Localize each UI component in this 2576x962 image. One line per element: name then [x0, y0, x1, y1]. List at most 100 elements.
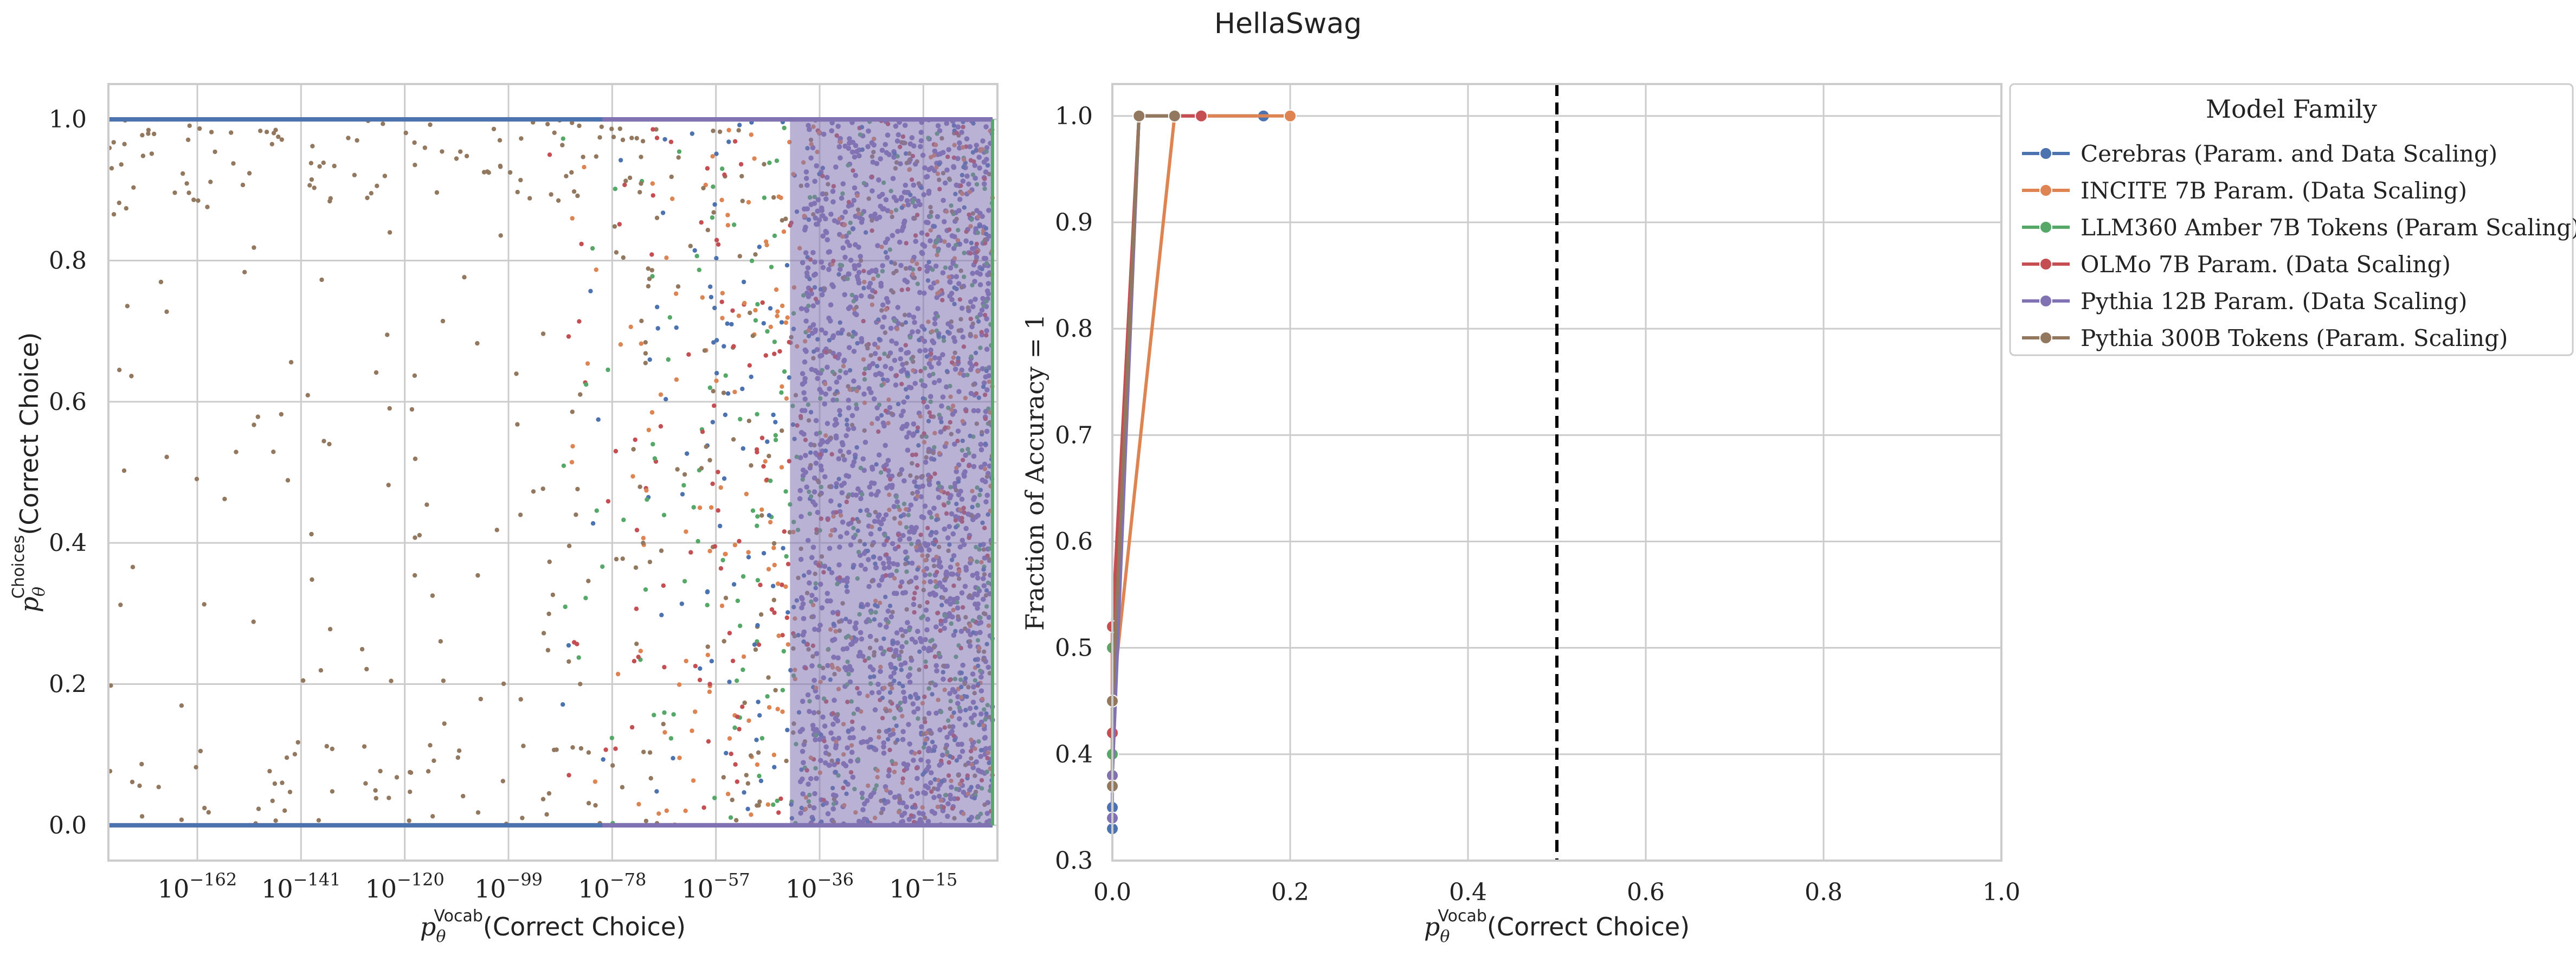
scatter-point	[646, 284, 651, 288]
scatter-point	[719, 604, 725, 608]
scatter-point	[697, 677, 703, 683]
scatter-point	[761, 464, 766, 469]
scatter-point	[675, 467, 680, 472]
scatter-point	[710, 154, 715, 159]
scatter-point	[424, 502, 429, 507]
scatter-point	[668, 736, 674, 741]
scatter-point	[547, 559, 552, 565]
scatter-point	[152, 131, 157, 137]
scatter-point	[749, 463, 754, 468]
scatter-point	[440, 318, 446, 324]
scatter-point	[723, 412, 728, 418]
scatter-point	[772, 351, 777, 356]
scatter-point	[780, 633, 785, 638]
scatter-point	[732, 139, 738, 144]
scatter-point	[614, 556, 619, 562]
scatter-point	[596, 417, 601, 422]
scatter-point	[679, 601, 685, 606]
scatter-point	[763, 353, 769, 358]
scatter-point	[700, 429, 705, 434]
scatter-point	[122, 142, 127, 146]
scatter-x-tick-exp: −120	[397, 869, 445, 890]
scatter-point	[310, 577, 314, 582]
scatter-point	[164, 454, 169, 459]
scatter-point	[566, 543, 572, 548]
scatter-point	[695, 538, 700, 544]
line-y-tick-label: 0.8	[1055, 315, 1093, 343]
scatter-point	[518, 177, 523, 183]
scatter-point	[691, 505, 696, 510]
scatter-point	[464, 153, 469, 158]
scatter-point	[692, 248, 697, 253]
legend-marker-OLMo	[2039, 258, 2052, 271]
scatter-point	[121, 468, 127, 473]
scatter-point	[784, 396, 789, 401]
scatter-point	[601, 757, 606, 762]
scatter-point	[209, 130, 214, 134]
scatter-point	[612, 224, 617, 229]
scatter-point	[575, 486, 580, 492]
scatter-point	[757, 713, 762, 718]
scatter-y-axis-label-text: pθChoices(Correct Choice)	[9, 332, 49, 613]
scatter-point	[566, 643, 571, 648]
scatter-x-tick-base: 10	[682, 874, 714, 903]
scatter-point	[704, 444, 709, 449]
scatter-point	[430, 814, 435, 819]
scatter-point	[588, 288, 593, 293]
scatter-point	[140, 133, 145, 138]
scatter-y-axis-label-part-0: p	[15, 597, 44, 612]
scatter-point	[682, 579, 687, 584]
scatter-point	[711, 129, 716, 133]
scatter-point	[316, 818, 321, 823]
series-marker-OLMo	[1195, 109, 1208, 123]
scatter-point	[578, 682, 583, 687]
scatter-point	[782, 125, 787, 131]
scatter-point	[758, 612, 764, 617]
scatter-point	[762, 195, 767, 200]
scatter-point	[242, 270, 247, 274]
scatter-point	[438, 639, 443, 644]
scatter-point	[507, 170, 513, 175]
scatter-point	[719, 197, 724, 202]
scatter-x-tick-base: 10	[365, 874, 397, 903]
legend-marker-Cerebras	[2039, 147, 2052, 160]
scatter-point	[205, 204, 210, 209]
scatter-point	[319, 277, 324, 283]
scatter-point	[491, 126, 497, 132]
scatter-frame	[107, 83, 999, 862]
scatter-point	[442, 721, 447, 726]
scatter-point	[240, 182, 246, 188]
scatter-point	[776, 581, 781, 586]
legend-marker-Pythia300B	[2039, 331, 2052, 344]
scatter-point	[590, 246, 595, 251]
scatter-point	[613, 746, 618, 751]
scatter-point	[575, 193, 580, 198]
scatter-point	[768, 306, 773, 311]
scatter-point	[729, 322, 734, 327]
scatter-point	[766, 675, 771, 680]
scatter-point	[318, 668, 324, 673]
scatter-point	[656, 811, 661, 816]
scatter-point	[373, 370, 379, 375]
scatter-point	[720, 291, 725, 296]
scatter-point	[721, 390, 726, 395]
scatter-point	[769, 607, 775, 612]
scatter-point	[775, 313, 780, 318]
line-x-axis-label-part-1: θ	[1440, 927, 1450, 946]
scatter-point	[699, 220, 704, 225]
scatter-point	[742, 790, 746, 795]
scatter-point	[285, 478, 291, 483]
scatter-point	[727, 679, 732, 684]
scatter-point	[762, 162, 767, 166]
scatter-point	[125, 304, 130, 309]
scatter-point	[270, 798, 275, 804]
scatter-point	[643, 587, 648, 592]
scatter-point	[740, 446, 746, 451]
scatter-point	[735, 714, 740, 720]
scatter-point	[706, 739, 711, 744]
scatter-point	[515, 190, 520, 195]
scatter-point	[731, 437, 736, 442]
scatter-point	[264, 130, 269, 134]
scatter-point	[750, 334, 756, 338]
scatter-point	[783, 584, 788, 589]
